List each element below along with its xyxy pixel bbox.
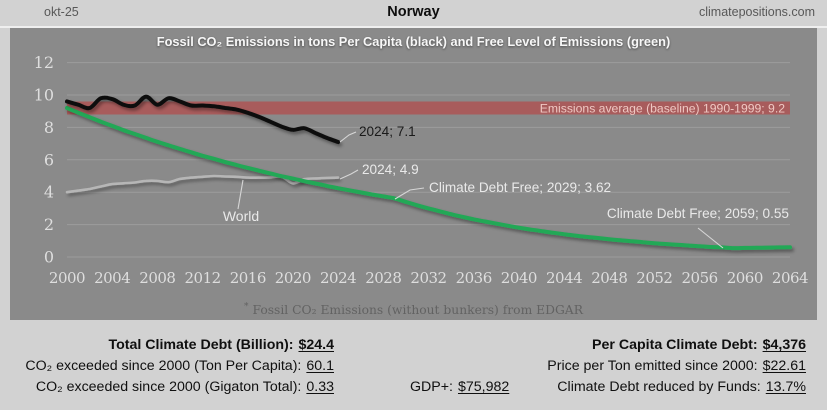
x-tick-label: 2032: [410, 269, 446, 287]
emissions-chart: Emissions average (baseline) 1990-1999; …: [10, 28, 817, 320]
stat-label: Price per Ton emitted since 2000:: [547, 358, 758, 374]
y-tick-label: 4: [44, 183, 54, 202]
stat-value: $75,982: [457, 379, 510, 395]
y-tick-label: 10: [34, 86, 54, 105]
stat-label: GDP+:: [410, 379, 453, 395]
header-bar: okt-25 Norway climatepositions.com: [0, 0, 827, 28]
x-tick-label: 2052: [636, 269, 672, 287]
stat-co2-exceeded-gigaton: CO₂ exceeded since 2000 (Gigaton Total):…: [0, 379, 334, 395]
stat-per-capita-climate-debt: Per Capita Climate Debt: $4,376: [376, 337, 806, 353]
x-tick-label: 2024: [320, 269, 356, 287]
annotation-leader-world-2024: [339, 169, 359, 180]
x-tick-label: 2060: [727, 269, 763, 287]
stat-total-climate-debt: Total Climate Debt (Billion): $24.4: [0, 337, 334, 353]
x-tick-label: 2028: [365, 269, 401, 287]
chart-title: Fossil CO₂ Emissions in tons Per Capita …: [156, 34, 671, 49]
stat-value: $4,376: [762, 337, 806, 353]
annotation-leader-norway-2024: [339, 131, 357, 143]
stat-value: $22.61: [762, 358, 806, 374]
chart-footnote: * Fossil CO₂ Emissions (without bunkers)…: [10, 302, 817, 317]
emissions-chart-svg: Emissions average (baseline) 1990-1999; …: [34, 53, 809, 287]
annotation-leader-debt-free-2029: [394, 187, 425, 200]
x-tick-label: 2040: [501, 269, 537, 287]
x-tick-label: 2008: [139, 269, 175, 287]
footnote-text: Fossil CO₂ Emissions (without bunkers) f…: [252, 303, 583, 317]
footnote-asterisk: *: [244, 301, 249, 312]
annotation-world-2024: 2024; 4.9: [362, 162, 419, 177]
y-tick-label: 2: [44, 215, 54, 234]
stat-debt-reduced-by-funds: Climate Debt reduced by Funds: 13.7%: [376, 379, 806, 395]
stat-value: $24.4: [298, 337, 334, 353]
stat-value: 60.1: [306, 358, 334, 374]
annotation-leader-world-label: [237, 179, 244, 210]
stat-label: Total Climate Debt (Billion):: [108, 337, 294, 353]
stat-label: CO₂ exceeded since 2000 (Gigaton Total):: [35, 379, 302, 395]
x-tick-label: 2064: [772, 269, 808, 287]
y-tick-label: 0: [44, 248, 54, 267]
x-tick-label: 2020: [275, 269, 311, 287]
norway-line: [65, 94, 341, 144]
x-tick-label: 2056: [682, 269, 718, 287]
annotation-world-label: World: [223, 208, 259, 224]
x-tick-label: 2012: [185, 269, 221, 287]
x-tick-label: 2036: [456, 269, 492, 287]
x-tick-label: 2048: [591, 269, 627, 287]
page-title-country: Norway: [387, 4, 440, 20]
header-date: okt-25: [44, 5, 79, 19]
annotation-debt-free-2029: Climate Debt Free; 2029; 3.62: [429, 180, 611, 195]
stat-label: Per Capita Climate Debt:: [592, 337, 758, 353]
annotation-leader-debt-free-2059: [697, 227, 724, 249]
world-line: [65, 174, 340, 194]
stat-label: CO₂ exceeded since 2000 (Ton Per Capita)…: [25, 358, 302, 374]
stat-gdp: GDP+: $75,982: [410, 379, 509, 395]
stat-value: 0.33: [306, 379, 334, 395]
x-tick-label: 2044: [546, 269, 582, 287]
stat-price-per-ton: Price per Ton emitted since 2000: $22.61: [376, 358, 806, 374]
x-tick-label: 2004: [94, 269, 130, 287]
free-level-line: [65, 105, 792, 251]
x-tick-label: 2000: [49, 269, 85, 287]
y-tick-label: 6: [44, 150, 54, 169]
y-tick-label: 12: [34, 53, 54, 72]
stat-value: 13.7%: [765, 379, 806, 395]
baseline-band-label: Emissions average (baseline) 1990-1999; …: [540, 102, 785, 116]
annotation-debt-free-2059: Climate Debt Free; 2059; 0.55: [607, 206, 789, 221]
stat-co2-exceeded-per-capita: CO₂ exceeded since 2000 (Ton Per Capita)…: [0, 358, 334, 374]
x-tick-label: 2016: [230, 269, 266, 287]
y-tick-label: 8: [44, 118, 54, 137]
stat-label: Climate Debt reduced by Funds:: [557, 379, 761, 395]
annotation-norway-2024: 2024; 7.1: [359, 124, 416, 139]
site-url: climatepositions.com: [698, 5, 815, 19]
